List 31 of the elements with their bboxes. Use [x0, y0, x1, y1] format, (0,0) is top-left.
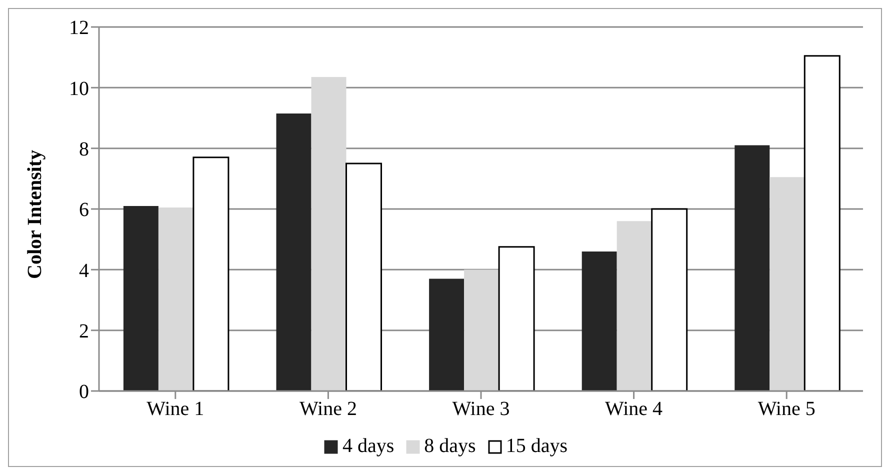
bar [464, 270, 500, 391]
bar [582, 251, 617, 391]
y-tick-label: 6 [79, 199, 89, 222]
y-tick-label: 12 [69, 17, 89, 40]
bar [311, 77, 346, 391]
bar [734, 145, 770, 391]
bar [770, 177, 805, 391]
bar [123, 206, 158, 391]
bar [498, 246, 535, 391]
y-tick-label: 10 [69, 78, 89, 100]
y-tick-label: 0 [79, 381, 89, 404]
bar [429, 278, 464, 391]
y-axis-title: Color Intensity [24, 150, 46, 279]
bar [651, 208, 688, 391]
x-tick-label: Wine 1 [146, 398, 204, 420]
bar [616, 221, 652, 391]
bar [158, 207, 194, 391]
y-tick-label: 8 [79, 138, 89, 160]
bar [276, 113, 312, 391]
x-tick-label: Wine 4 [605, 398, 663, 420]
x-tick-label: Wine 3 [452, 398, 510, 420]
y-tick-label: 2 [79, 320, 89, 342]
legend-label: 8 days [424, 435, 476, 458]
legend-label: 4 days [342, 435, 394, 458]
y-tick-label: 4 [79, 260, 89, 282]
legend-label: 15 days [506, 435, 568, 458]
bar [804, 55, 840, 391]
bar [192, 156, 230, 391]
x-tick-label: Wine 2 [299, 398, 357, 420]
bar [346, 162, 382, 391]
x-tick-label: Wine 5 [758, 398, 816, 420]
